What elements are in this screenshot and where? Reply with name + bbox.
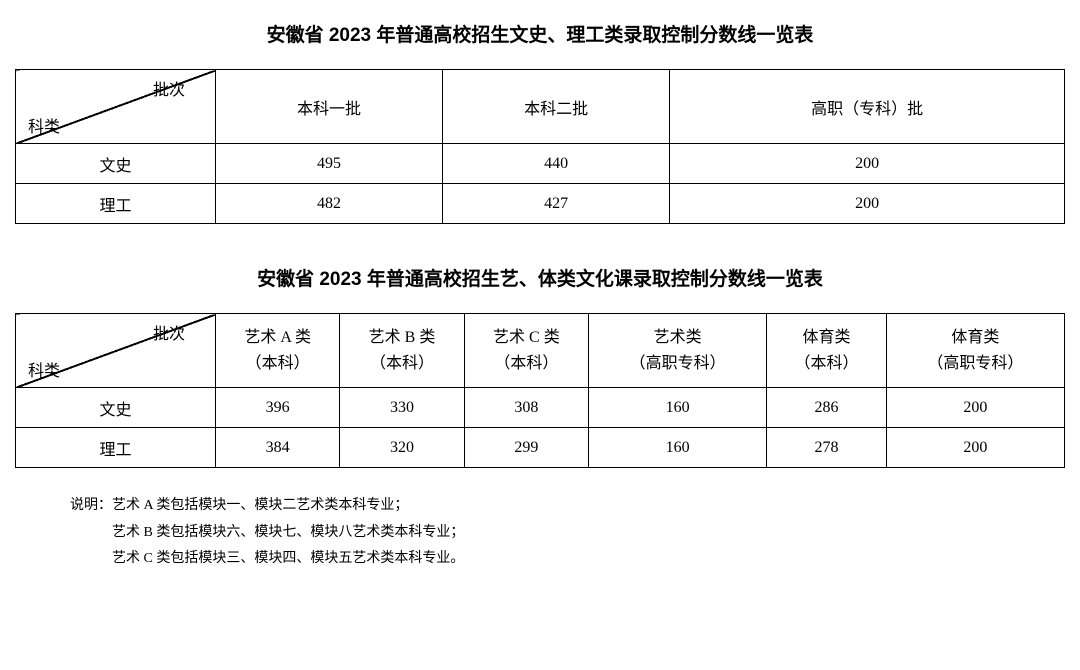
- cell-value: 200: [886, 388, 1064, 428]
- score-table-arts-sports: 批次 科类 艺术 A 类（本科） 艺术 B 类（本科） 艺术 C 类（本科） 艺…: [15, 313, 1065, 468]
- col-header: 本科二批: [443, 70, 670, 144]
- col-header: 艺术 A 类（本科）: [216, 314, 340, 388]
- col-header: 体育类（本科）: [767, 314, 886, 388]
- note-line: 艺术 C 类包括模块三、模块四、模块五艺术类本科专业。: [70, 546, 1065, 573]
- score-table-general: 批次 科类 本科一批 本科二批 高职（专科）批 文史 495 440 200 理…: [15, 69, 1065, 224]
- col-header: 本科一批: [216, 70, 443, 144]
- note-line: 艺术 B 类包括模块六、模块七、模块八艺术类本科专业；: [70, 520, 1065, 547]
- cell-value: 330: [340, 388, 464, 428]
- note-line: 说明：艺术 A 类包括模块一、模块二艺术类本科专业；: [70, 493, 1065, 520]
- cell-value: 427: [443, 184, 670, 224]
- cell-value: 200: [670, 184, 1065, 224]
- table1-title: 安徽省 2023 年普通高校招生文史、理工类录取控制分数线一览表: [15, 20, 1065, 47]
- row-label: 文史: [16, 144, 216, 184]
- row-label: 文史: [16, 388, 216, 428]
- row-label: 理工: [16, 428, 216, 468]
- diag-bottom-label: 科类: [28, 357, 60, 381]
- col-header: 艺术 B 类（本科）: [340, 314, 464, 388]
- diag-top-label: 批次: [153, 320, 185, 344]
- table-row: 文史 495 440 200: [16, 144, 1065, 184]
- cell-value: 482: [216, 184, 443, 224]
- cell-value: 396: [216, 388, 340, 428]
- cell-value: 440: [443, 144, 670, 184]
- cell-value: 200: [886, 428, 1064, 468]
- col-header: 高职（专科）批: [670, 70, 1065, 144]
- cell-value: 384: [216, 428, 340, 468]
- cell-value: 278: [767, 428, 886, 468]
- table-row: 理工 384 320 299 160 278 200: [16, 428, 1065, 468]
- diag-top-label: 批次: [153, 76, 185, 100]
- col-header: 艺术类（高职专科）: [589, 314, 767, 388]
- row-label: 理工: [16, 184, 216, 224]
- diag-header-cell: 批次 科类: [16, 70, 216, 144]
- cell-value: 299: [464, 428, 588, 468]
- table-row: 理工 482 427 200: [16, 184, 1065, 224]
- notes-section: 说明：艺术 A 类包括模块一、模块二艺术类本科专业； 艺术 B 类包括模块六、模…: [15, 493, 1065, 573]
- diag-bottom-label: 科类: [28, 113, 60, 137]
- col-header: 体育类（高职专科）: [886, 314, 1064, 388]
- cell-value: 160: [589, 428, 767, 468]
- table2-title: 安徽省 2023 年普通高校招生艺、体类文化课录取控制分数线一览表: [15, 264, 1065, 291]
- cell-value: 320: [340, 428, 464, 468]
- diag-header-cell: 批次 科类: [16, 314, 216, 388]
- table-row: 文史 396 330 308 160 286 200: [16, 388, 1065, 428]
- col-header: 艺术 C 类（本科）: [464, 314, 588, 388]
- cell-value: 200: [670, 144, 1065, 184]
- cell-value: 308: [464, 388, 588, 428]
- cell-value: 160: [589, 388, 767, 428]
- cell-value: 495: [216, 144, 443, 184]
- cell-value: 286: [767, 388, 886, 428]
